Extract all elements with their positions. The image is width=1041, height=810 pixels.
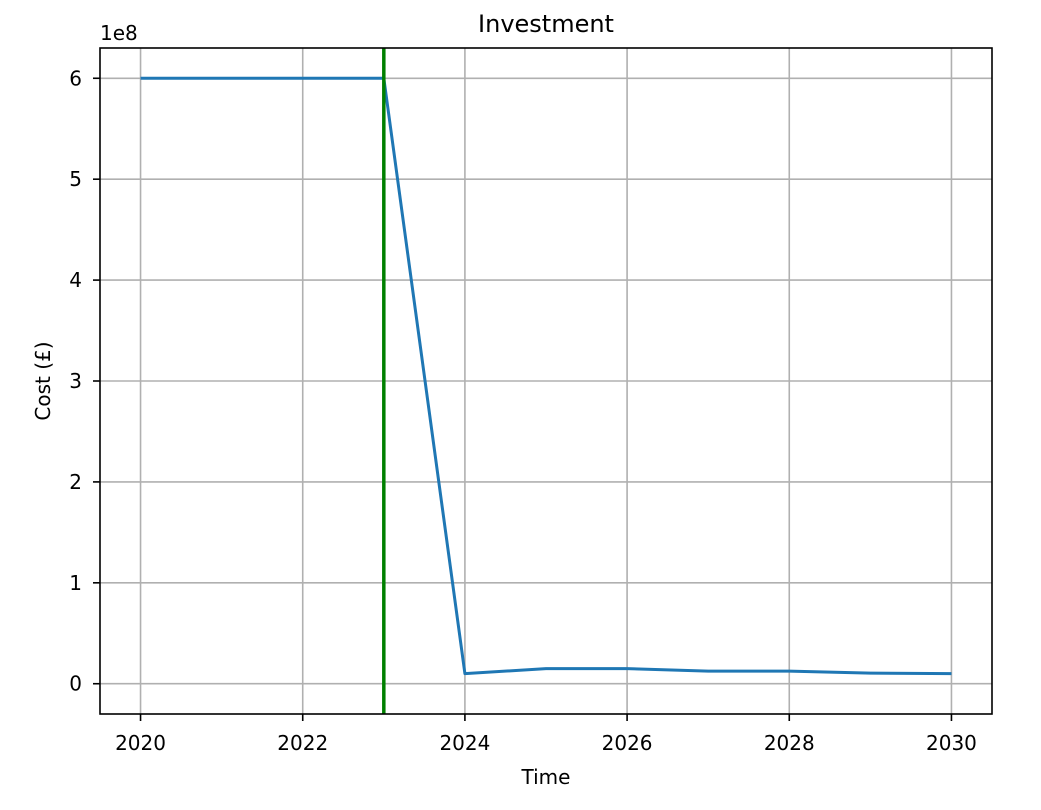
series-line [140, 76, 952, 676]
x-tick-label: 2026 [602, 731, 653, 755]
series-layer [140, 76, 952, 676]
chart-title: Investment [478, 10, 614, 38]
grid-layer [100, 48, 992, 714]
tick-layer: 2020 2022 2024 2026 2028 2030 0 1 2 3 4 5 6 [69, 66, 977, 755]
y-tick-label: 5 [69, 167, 82, 191]
y-tick-label: 3 [69, 369, 82, 393]
y-axis-offset-label: 1e8 [100, 21, 138, 45]
x-tick-label: 2022 [277, 731, 328, 755]
x-tick-label: 2020 [115, 731, 166, 755]
y-tick-label: 6 [69, 66, 82, 90]
y-tick-label: 2 [69, 470, 82, 494]
x-tick-label: 2024 [439, 731, 490, 755]
x-tick-label: 2028 [764, 731, 815, 755]
y-tick-label: 1 [69, 571, 82, 595]
x-tick-label: 2030 [926, 731, 977, 755]
y-axis-label: Cost (£) [31, 341, 55, 420]
x-axis-label: Time [521, 765, 571, 789]
y-tick-label: 0 [69, 672, 82, 696]
y-tick-label: 4 [69, 268, 82, 292]
